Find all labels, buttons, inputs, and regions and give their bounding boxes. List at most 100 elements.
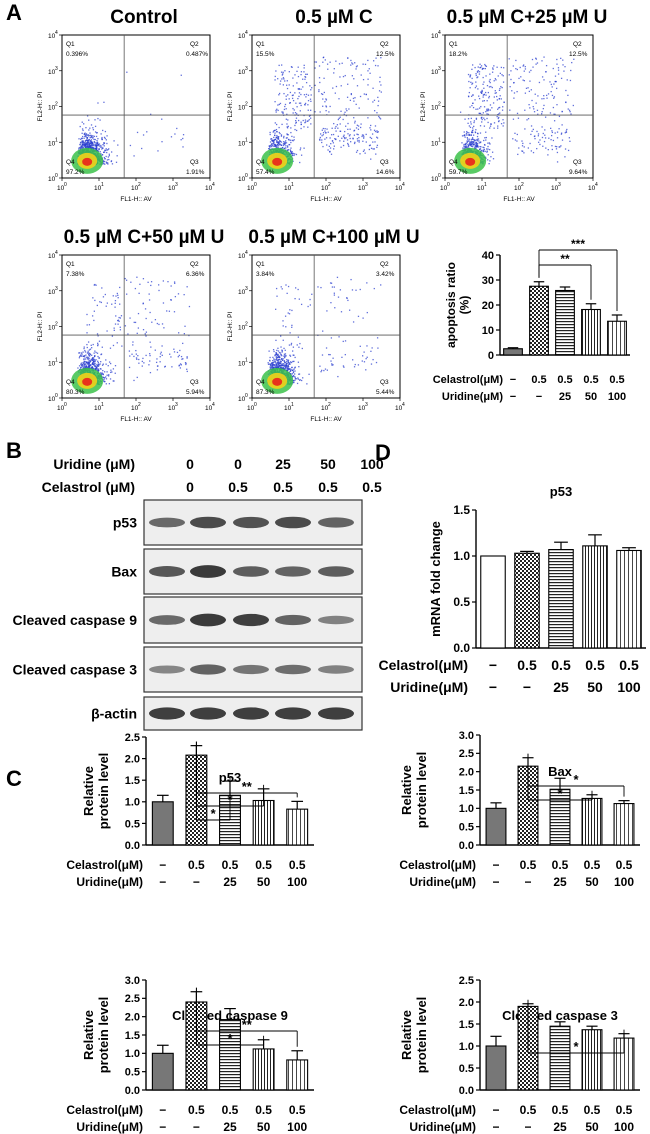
flow-event-dot xyxy=(362,140,364,142)
flow-event-dot xyxy=(344,111,346,113)
flow-event-dot xyxy=(280,134,283,136)
flow-event-dot xyxy=(279,102,282,105)
flow-event-dot xyxy=(291,66,293,68)
flow-event-dot xyxy=(86,352,89,354)
flow-event-dot xyxy=(93,319,95,322)
flow-event-dot xyxy=(92,358,95,361)
flow-event-dot xyxy=(538,81,541,84)
flow-event-dot xyxy=(565,130,567,132)
flow-event-dot xyxy=(469,106,471,108)
flow-event-dot xyxy=(282,84,285,86)
flow-event-dot xyxy=(303,67,305,69)
flow-event-dot xyxy=(280,346,282,348)
flow-event-dot xyxy=(284,356,286,358)
flow-event-dot xyxy=(330,302,332,304)
flow-event-dot xyxy=(278,361,280,363)
flow-event-dot xyxy=(299,149,301,151)
flow-event-dot xyxy=(323,369,325,372)
flow-event-dot xyxy=(274,75,276,78)
flow-event-dot xyxy=(336,124,339,126)
flow-q1-label: Q1 xyxy=(66,41,75,48)
flow-event-dot xyxy=(97,150,100,152)
chart-y-tick-label: 0.0 xyxy=(453,641,470,655)
flow-event-dot xyxy=(363,149,365,151)
flow-plot-celastrol-uridine-100: 0.5 µM C+100 µM UQ13.84%Q23.42%Q487.3%Q3… xyxy=(227,227,420,423)
flow-event-dot xyxy=(314,67,316,69)
flow-event-dot xyxy=(284,355,286,357)
flow-event-dot xyxy=(473,125,475,128)
flow-event-dot xyxy=(281,146,284,149)
flow-event-dot xyxy=(85,361,87,363)
flow-y-tick-exp: 0 xyxy=(55,173,58,179)
flow-q1-label: Q1 xyxy=(256,41,265,48)
flow-event-dot xyxy=(97,102,99,104)
flow-event-dot xyxy=(90,139,92,142)
flow-x-tick: 10 xyxy=(57,405,65,412)
flow-event-dot xyxy=(96,149,98,151)
flow-event-dot xyxy=(369,136,371,139)
flow-event-dot xyxy=(310,94,312,96)
flow-event-dot xyxy=(90,136,92,139)
flow-event-dot xyxy=(85,354,87,356)
flow-event-dot xyxy=(82,147,84,149)
chart-y-label-line2: (%) xyxy=(458,296,472,315)
flow-event-dot xyxy=(503,101,505,104)
flow-q4-value: 97.2% xyxy=(66,169,85,176)
flow-event-dot xyxy=(362,134,365,136)
flow-event-dot xyxy=(489,127,491,129)
flow-event-dot xyxy=(477,88,479,90)
flow-event-dot xyxy=(296,113,298,115)
flow-event-dot xyxy=(91,366,94,368)
flow-event-dot xyxy=(174,295,177,298)
flow-event-dot xyxy=(289,139,291,141)
flow-event-dot xyxy=(157,284,160,286)
flow-event-dot xyxy=(328,111,330,113)
flow-event-dot xyxy=(97,144,100,146)
flow-event-dot xyxy=(365,369,367,371)
flow-event-dot xyxy=(80,366,83,368)
flow-event-dot xyxy=(364,63,367,66)
flow-event-dot xyxy=(278,141,280,143)
flow-x-tick-exp: 1 xyxy=(101,402,104,408)
flow-event-dot xyxy=(173,281,176,283)
flow-event-dot xyxy=(133,321,135,324)
flow-event-dot xyxy=(84,349,86,352)
flow-event-dot xyxy=(329,105,331,108)
flow-event-dot xyxy=(270,145,273,148)
flow-event-dot xyxy=(531,99,533,102)
flow-event-dot xyxy=(333,122,335,125)
flow-event-dot xyxy=(556,58,558,61)
flow-event-dot xyxy=(352,321,355,323)
flow-event-dot xyxy=(305,93,308,96)
flow-event-dot xyxy=(85,136,87,138)
flow-event-dot xyxy=(101,138,103,140)
flow-event-dot xyxy=(309,298,311,301)
flow-event-dot xyxy=(109,362,112,365)
flow-event-dot xyxy=(291,94,294,97)
flow-y-tick: 10 xyxy=(238,325,246,332)
flow-event-dot xyxy=(470,121,472,123)
flow-event-dot xyxy=(484,137,486,139)
flow-x-tick-exp: 0 xyxy=(254,402,257,408)
flow-event-dot xyxy=(325,105,327,107)
flow-event-dot xyxy=(526,119,528,121)
flow-event-dot xyxy=(516,140,518,142)
flow-event-dot xyxy=(89,364,91,367)
flow-event-dot xyxy=(182,134,185,136)
flow-event-dot xyxy=(300,73,302,76)
row-value-uridine: − xyxy=(159,1120,166,1134)
flow-event-dot xyxy=(87,146,89,148)
flow-title: 0.5 µM C+50 µM U xyxy=(64,227,225,248)
flow-event-dot xyxy=(276,366,278,368)
flow-event-dot xyxy=(98,340,101,342)
flow-event-dot xyxy=(298,102,301,104)
flow-event-dot xyxy=(104,380,106,383)
flow-event-dot xyxy=(532,151,535,154)
flow-event-dot xyxy=(137,355,139,357)
flow-x-tick: 10 xyxy=(395,405,403,412)
flow-event-dot xyxy=(300,123,302,125)
flow-event-dot xyxy=(279,132,281,135)
flow-event-dot xyxy=(539,143,541,146)
flow-event-dot xyxy=(101,346,103,348)
flow-x-tick: 10 xyxy=(94,405,102,412)
